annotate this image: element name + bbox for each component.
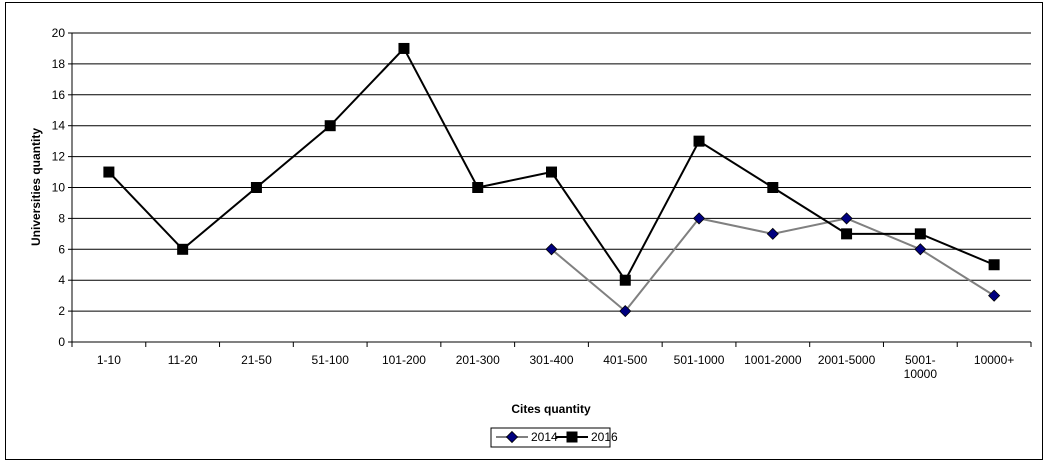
x-tick-label-51-100: 51-100: [312, 353, 350, 367]
y-tick-label-0: 0: [58, 335, 65, 349]
legend-box: [490, 427, 611, 448]
point-2016-51-100: [324, 120, 336, 132]
point-2016-5001-10000: [914, 228, 926, 240]
x-axis-title: Cites quantity: [511, 402, 591, 416]
axes: [68, 32, 1032, 347]
point-2016-1001-2000: [767, 182, 779, 193]
point-2016-401-500: [619, 274, 631, 286]
x-tick-label-1001-2000: 1001-2000: [744, 353, 802, 367]
grid-lines: [72, 32, 1031, 312]
point-2014-1001-2000: [766, 227, 779, 240]
x-tick-label-2001-5000: 2001-5000: [818, 353, 876, 367]
y-tick-label-12: 12: [52, 150, 66, 164]
point-2016-1-10: [103, 166, 115, 178]
x-tick-label-21-50: 21-50: [241, 353, 272, 367]
x-tick-label-5001-10000: 5001-10000: [904, 353, 938, 381]
y-tick-label-8: 8: [58, 211, 65, 225]
legend-marker-2016: [566, 431, 578, 443]
x-tick-label-11-20: 11-20: [168, 353, 198, 367]
y-axis-title: Universities quantity: [29, 128, 43, 246]
point-2014-5001-10000: [914, 243, 927, 256]
y-tick-label-16: 16: [52, 88, 66, 102]
point-2014-301-400: [545, 243, 558, 256]
x-tick-label-401-500: 401-500: [603, 353, 647, 367]
point-2016-11-20: [177, 243, 189, 255]
point-2014-2001-5000: [840, 212, 853, 225]
x-tick-labels: 1-10 11-20 21-50 51-100 101-200 201-300 301-40…: [97, 353, 1014, 381]
point-2014-401-500: [619, 305, 632, 318]
y-tick-label-6: 6: [58, 242, 65, 256]
x-tick-label-301-400: 301-400: [529, 353, 573, 367]
y-tick-label-20: 20: [52, 26, 66, 40]
chart-frame: [5, 2, 1043, 460]
series-markers: [103, 42, 1001, 318]
point-2016-2001-5000: [841, 228, 853, 240]
point-2014-501-1000: [692, 212, 706, 225]
y-tick-label-18: 18: [52, 57, 66, 71]
x-tick-label-201-300: 201-300: [456, 353, 500, 367]
y-tick-label-14: 14: [52, 119, 66, 133]
legend: 2014 2016: [490, 427, 618, 448]
x-tick-label-101-200: 101-200: [382, 353, 426, 367]
point-2016-21-50: [250, 182, 262, 193]
point-2014-10000+: [988, 289, 1001, 302]
x-tick-label-1-10: 1-10: [97, 353, 121, 367]
y-tick-label-10: 10: [52, 181, 66, 195]
y-tick-labels: 0 2 4 6 8 10 12 14 16 18 20: [52, 26, 66, 349]
point-2016-10000+: [988, 259, 1000, 271]
legend-marker-2014: [505, 430, 519, 444]
y-tick-label-2: 2: [58, 304, 65, 318]
point-2016-501-1000: [693, 135, 705, 147]
legend-label-2014: 2014: [531, 430, 558, 444]
legend-label-2016: 2016: [591, 430, 618, 444]
point-2016-201-300: [472, 182, 484, 193]
point-2016-301-400: [546, 166, 557, 178]
point-2016-101-200: [398, 42, 410, 54]
y-tick-label-4: 4: [58, 273, 65, 287]
series-lines: [108, 46, 995, 313]
x-tick-label-10000+: 10000+: [974, 353, 1014, 367]
x-tick-label-501-1000: 501-1000: [674, 353, 725, 367]
